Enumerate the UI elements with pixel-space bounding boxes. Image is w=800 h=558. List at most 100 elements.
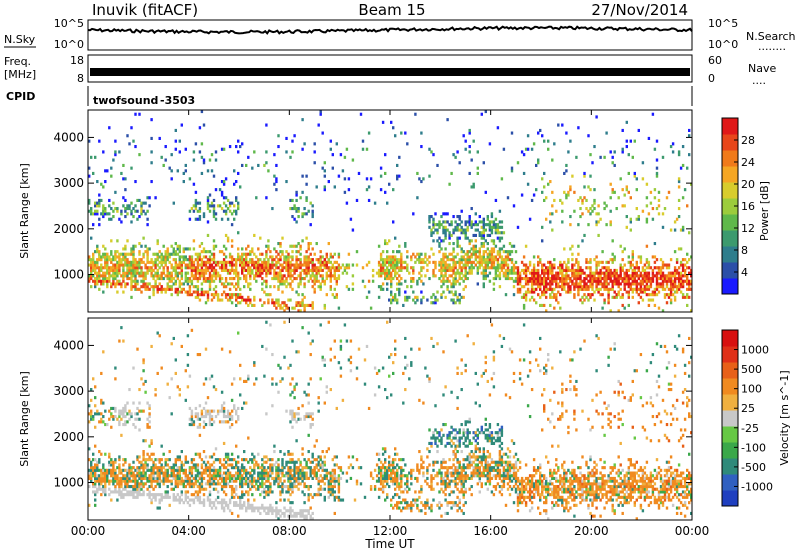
scatter-cell (400, 264, 402, 267)
scatter-cell (227, 239, 229, 242)
scatter-cell (193, 493, 195, 496)
scatter-cell (138, 428, 140, 431)
scatter-cell (213, 453, 215, 456)
scatter-cell (533, 255, 535, 258)
scatter-cell (577, 277, 579, 280)
scatter-cell (531, 296, 533, 299)
colorbar-tick-label: 20 (741, 178, 755, 191)
scatter-cell (283, 453, 285, 456)
scatter-cell (201, 242, 203, 245)
scatter-cell (565, 264, 567, 267)
scatter-cell (140, 204, 142, 207)
scatter-cell (94, 282, 96, 285)
scatter-cell (561, 266, 563, 269)
scatter-cell (640, 296, 642, 299)
scatter-cell (614, 150, 616, 153)
scatter-cell (654, 266, 656, 269)
colorbar-swatch (722, 150, 738, 167)
scatter-cell (253, 472, 255, 475)
scatter-cell (94, 493, 96, 496)
scatter-cell (116, 239, 118, 242)
scatter-cell (630, 229, 632, 232)
scatter-cell (684, 272, 686, 275)
scatter-cell (94, 261, 96, 264)
scatter-cell (503, 245, 505, 248)
scatter-cell (102, 150, 104, 153)
scatter-cell (138, 242, 140, 245)
scatter-cell (595, 266, 597, 269)
scatter-cell (185, 280, 187, 283)
scatter-cell (275, 180, 277, 183)
scatter-cell (344, 191, 346, 194)
scatter-cell (265, 280, 267, 283)
scatter-cell (241, 496, 243, 499)
scatter-cell (452, 285, 454, 288)
scatter-cell (152, 488, 154, 491)
scatter-cell (636, 207, 638, 210)
scatter-cell (285, 277, 287, 280)
scatter-cell (124, 482, 126, 485)
scatter-cell (140, 377, 142, 380)
scatter-cell (591, 204, 593, 207)
scatter-cell (517, 274, 519, 277)
scatter-cell (475, 264, 477, 267)
scatter-cell (346, 148, 348, 151)
scatter-cell (185, 455, 187, 458)
scatter-cell (456, 253, 458, 256)
scatter-cell (197, 480, 199, 483)
scatter-cell (338, 264, 340, 267)
scatter-cell (398, 288, 400, 291)
scatter-cell (124, 488, 126, 491)
scatter-cell (471, 226, 473, 229)
scatter-cell (173, 337, 175, 340)
scatter-cell (467, 229, 469, 232)
scatter-cell (469, 145, 471, 148)
scatter-cell (297, 242, 299, 245)
scatter-cell (229, 499, 231, 502)
scatter-cell (185, 469, 187, 472)
scatter-cell (386, 202, 388, 205)
scatter-cell (110, 274, 112, 277)
scatter-cell (295, 255, 297, 258)
scatter-cell (567, 261, 569, 264)
scatter-cell (503, 261, 505, 264)
scatter-cell (581, 301, 583, 304)
scatter-cell (227, 207, 229, 210)
scatter-cell (648, 288, 650, 291)
scatter-cell (636, 264, 638, 267)
scatter-cell (98, 204, 100, 207)
scatter-cell (394, 255, 396, 258)
scatter-cell (235, 493, 237, 496)
scatter-cell (585, 296, 587, 299)
scatter-cell (277, 299, 279, 302)
scatter-cell (267, 299, 269, 302)
scatter-cell (485, 191, 487, 194)
scatter-cell (94, 266, 96, 269)
scatter-cell (118, 269, 120, 272)
scatter-cell (128, 418, 130, 421)
scatter-cell (430, 296, 432, 299)
scatter-cell (422, 296, 424, 299)
scatter-cell (161, 367, 163, 370)
scatter-cell (517, 266, 519, 269)
scatter-cell (261, 266, 263, 269)
scatter-cell (551, 212, 553, 215)
scatter-cell (404, 261, 406, 264)
scatter-cell (289, 261, 291, 264)
scatter-cell (179, 150, 181, 153)
scatter-cell (181, 466, 183, 469)
scatter-cell (140, 410, 142, 413)
scatter-cell (465, 148, 467, 151)
scatter-cell (203, 159, 205, 162)
scatter-cell (171, 293, 173, 296)
scatter-cell (648, 274, 650, 277)
scatter-cell (221, 194, 223, 197)
scatter-cell (386, 266, 388, 269)
scatter-cell (197, 415, 199, 418)
scatter-cell (628, 153, 630, 156)
scatter-cell (281, 377, 283, 380)
scatter-cell (94, 477, 96, 480)
scatter-cell (603, 207, 605, 210)
scatter-cell (320, 285, 322, 288)
scatter-cell (648, 137, 650, 140)
